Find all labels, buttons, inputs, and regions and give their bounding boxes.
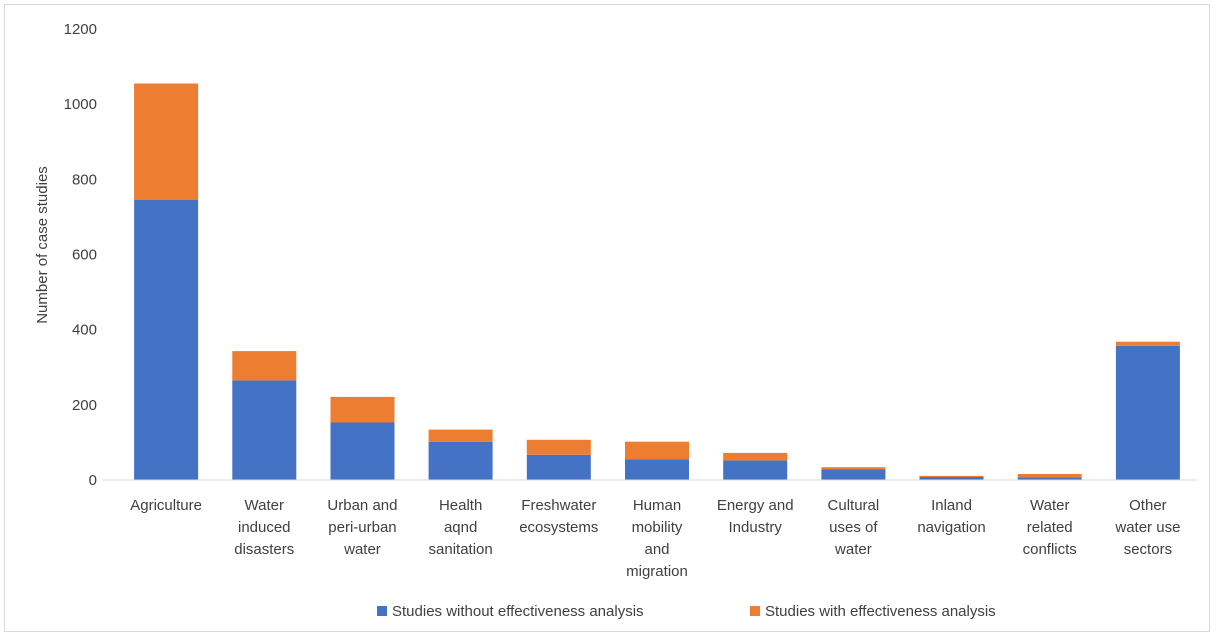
legend: Studies without effectiveness analysis St…: [377, 603, 996, 620]
bar-segment-with-effectiveness: [919, 475, 984, 477]
bar-segment-without-effectiveness: [232, 380, 297, 480]
y-tick-label: 600: [72, 247, 97, 264]
x-tick-label: Other water use sectors: [1114, 497, 1180, 558]
bar-segment-with-effectiveness: [526, 439, 591, 455]
x-tick-label: Agriculture: [130, 497, 202, 514]
bar-segment-with-effectiveness: [330, 396, 395, 423]
y-tick-label: 1000: [64, 96, 97, 113]
bar-segment-with-effectiveness: [625, 441, 689, 460]
y-tick-label: 800: [72, 171, 97, 188]
x-tick-label: Urban and peri-urban water: [327, 497, 397, 558]
legend-label: Studies without effectiveness analysis: [392, 603, 644, 620]
bar-segment-with-effectiveness: [428, 429, 493, 442]
chart-frame: Number of case studies 0 200 400 600 800 1000…: [4, 4, 1210, 632]
x-tick-label: Health aqnd sanitation: [429, 497, 493, 558]
y-axis-label: Number of case studies: [34, 166, 51, 324]
bar-segment-without-effectiveness: [526, 454, 591, 480]
bar-segment-without-effectiveness: [1115, 345, 1180, 480]
bar-segment-with-effectiveness: [723, 452, 788, 461]
bar-segment-with-effectiveness: [134, 83, 199, 200]
y-tick-label: 1200: [64, 21, 97, 38]
y-tick-label: 400: [72, 322, 97, 339]
bar-segment-with-effectiveness: [232, 351, 297, 381]
x-axis-ticks: Agriculture Water induced disasters Urban an…: [130, 497, 1180, 580]
bar-segment-without-effectiveness: [919, 477, 984, 480]
bar-segment-with-effectiveness: [821, 467, 886, 470]
y-tick-label: 0: [89, 472, 97, 489]
legend-label: Studies with effectiveness analysis: [765, 603, 996, 620]
legend-swatch: [750, 606, 760, 616]
bar-segment-without-effectiveness: [723, 460, 788, 480]
x-tick-label: Energy and Industry: [717, 497, 794, 536]
bar-segment-without-effectiveness: [821, 469, 886, 480]
bar-segment-without-effectiveness: [1017, 477, 1082, 480]
y-tick-label: 200: [72, 397, 97, 414]
bar-segment-with-effectiveness: [1017, 474, 1082, 478]
bar-segment-without-effectiveness: [330, 422, 395, 480]
x-tick-label: Water related conflicts: [1023, 497, 1077, 558]
bar-segment-without-effectiveness: [428, 441, 493, 480]
x-tick-label: Freshwater ecosystems: [519, 497, 598, 536]
bar-segment-without-effectiveness: [134, 200, 199, 480]
x-tick-label: Water induced disasters: [234, 497, 294, 558]
x-tick-label: Cultural uses of water: [828, 497, 880, 558]
x-tick-label: Human mobility and migration: [626, 497, 688, 580]
legend-swatch: [377, 606, 387, 616]
bar-segment-with-effectiveness: [1115, 341, 1180, 346]
bars: [134, 83, 1180, 480]
bar-segment-without-effectiveness: [625, 459, 689, 480]
x-tick-label: Inland navigation: [917, 497, 985, 536]
y-axis-ticks: 0 200 400 600 800 1000 1200: [64, 21, 97, 489]
stacked-bar-chart: Number of case studies 0 200 400 600 800 1000…: [34, 21, 1197, 620]
